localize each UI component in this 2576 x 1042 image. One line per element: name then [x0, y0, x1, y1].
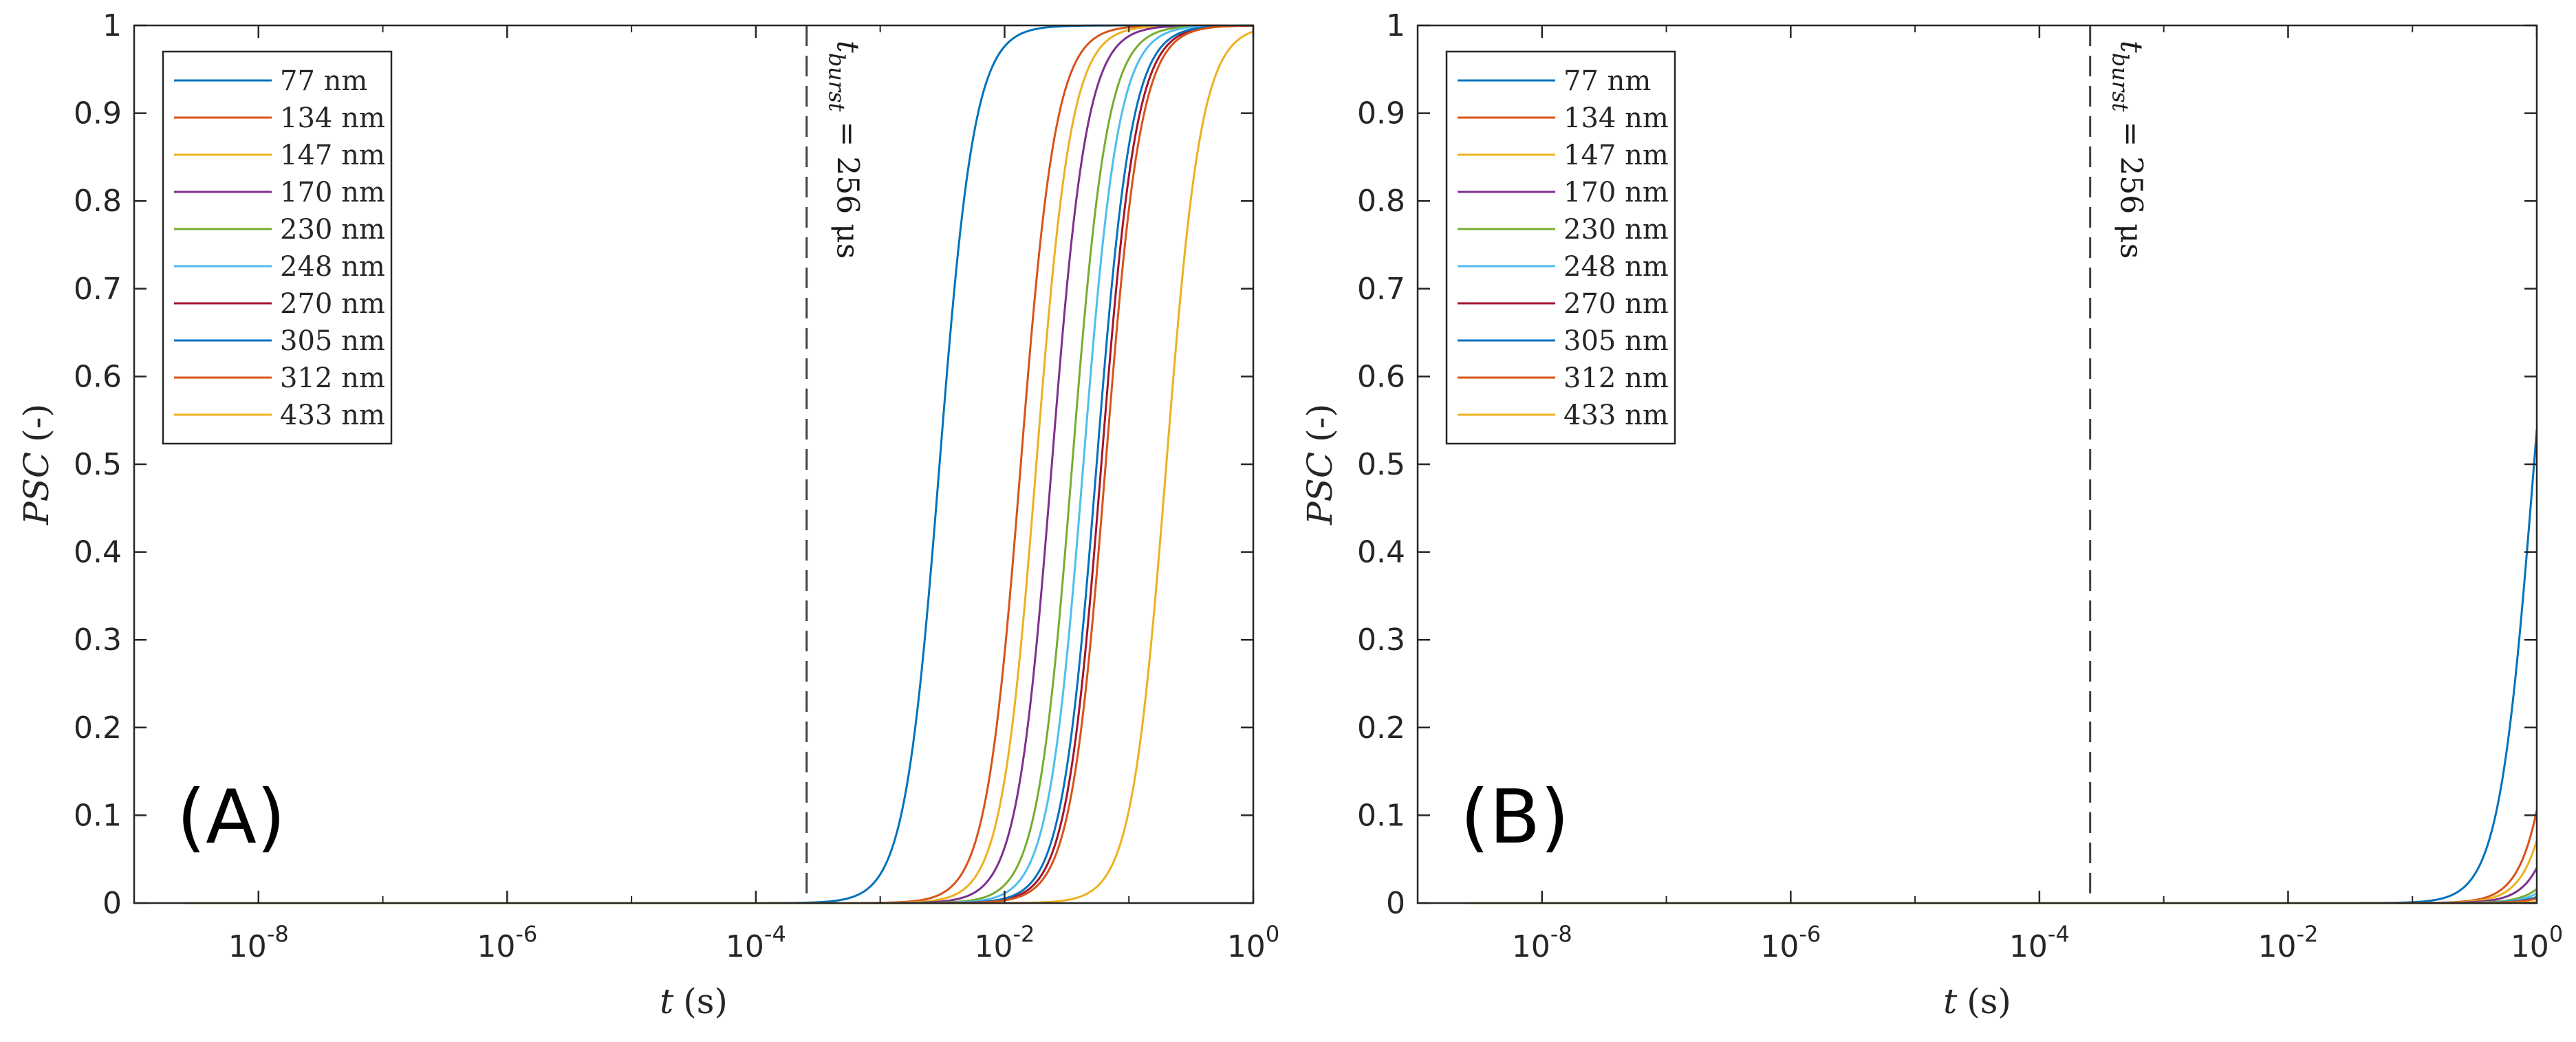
burst-annotation-sub: burst — [824, 53, 850, 112]
y-tick-label: 0.4 — [74, 535, 122, 570]
y-tick-label: 0.2 — [74, 710, 122, 746]
x-tick-label: 10-2 — [2258, 921, 2318, 964]
y-tick-label: 0.5 — [74, 447, 122, 482]
x-tick-base: 10 — [2009, 929, 2048, 964]
legend-label: 248 nm — [280, 251, 385, 283]
legend-label: 312 nm — [280, 362, 385, 394]
x-tick-base: 10 — [2258, 929, 2296, 964]
x-tick-exponent: -8 — [267, 921, 289, 947]
legend-label: 312 nm — [1563, 362, 1669, 394]
y-axis-var: PSC — [1300, 452, 1340, 525]
x-tick-label: 10-8 — [1512, 921, 1572, 964]
x-tick-exponent: -6 — [1799, 921, 1821, 947]
x-axis-var: t — [1943, 981, 1958, 1021]
x-tick-exponent: -6 — [515, 921, 537, 947]
y-tick-label: 0.5 — [1357, 447, 1405, 482]
x-axis-unit: (s) — [683, 981, 728, 1021]
x-tick-base: 10 — [1512, 929, 1550, 964]
burst-annotation-var: t — [2114, 41, 2149, 53]
y-axis-unit: (-) — [1300, 404, 1340, 442]
burst-annotation-sub: burst — [2108, 53, 2134, 112]
y-tick-label: 0.7 — [74, 272, 122, 307]
x-tick-label: 10-8 — [228, 921, 289, 964]
legend-label: 77 nm — [1563, 65, 1651, 97]
x-axis-var: t — [660, 981, 674, 1021]
legend-label: 134 nm — [280, 102, 385, 134]
legend-label: 270 nm — [1563, 288, 1669, 320]
x-tick-base: 10 — [974, 929, 1013, 964]
x-tick-label: 10-2 — [974, 921, 1035, 964]
x-axis-unit: (s) — [1967, 981, 2011, 1021]
x-axis-label: t (s) — [1943, 981, 2011, 1021]
x-tick-exponent: -4 — [764, 921, 786, 947]
legend-label: 134 nm — [1563, 102, 1669, 134]
y-tick-label: 1 — [1386, 8, 1405, 43]
legend-label: 77 nm — [280, 65, 367, 97]
x-tick-exponent: -2 — [1013, 921, 1035, 947]
x-tick-label: 10-6 — [1760, 921, 1821, 964]
legend-label: 433 nm — [1563, 400, 1669, 431]
y-tick-label: 0.9 — [74, 96, 122, 131]
burst-annotation-value: = 256 μs — [2114, 111, 2149, 259]
x-tick-exponent: 0 — [1266, 921, 1279, 947]
y-axis-label: PSC (-) — [17, 404, 56, 525]
y-tick-label: 0.2 — [1357, 710, 1405, 746]
y-axis-unit: (-) — [17, 404, 56, 442]
x-tick-base: 10 — [726, 929, 764, 964]
y-tick-label: 0.8 — [74, 184, 122, 219]
x-tick-exponent: -4 — [2048, 921, 2070, 947]
x-tick-base: 10 — [477, 929, 515, 964]
legend-label: 270 nm — [280, 288, 385, 320]
legend-label: 230 nm — [280, 214, 385, 246]
x-tick-exponent: -2 — [2296, 921, 2318, 947]
y-tick-label: 0.4 — [1357, 535, 1405, 570]
x-tick-label: 10-6 — [477, 921, 537, 964]
y-tick-label: 1 — [102, 8, 122, 43]
y-axis-label: PSC (-) — [1300, 404, 1340, 525]
x-axis-label: t (s) — [660, 981, 728, 1021]
x-tick-base: 10 — [228, 929, 267, 964]
y-tick-label: 0.9 — [1357, 96, 1405, 131]
y-tick-label: 0.1 — [74, 798, 122, 833]
legend-label: 305 nm — [280, 325, 385, 357]
legend-label: 147 nm — [280, 140, 385, 171]
legend-label: 230 nm — [1563, 214, 1669, 246]
x-tick-base: 10 — [1227, 929, 1266, 964]
legend-label: 147 nm — [1563, 140, 1669, 171]
legend-label: 433 nm — [280, 400, 385, 431]
y-tick-label: 0.8 — [1357, 184, 1405, 219]
legend-label: 170 nm — [1563, 177, 1669, 208]
x-tick-label: 10-4 — [2009, 921, 2070, 964]
burst-annotation: tburst = 256 μs — [824, 41, 865, 259]
y-tick-label: 0.3 — [1357, 622, 1405, 658]
legend-label: 170 nm — [280, 177, 385, 208]
x-tick-label: 10-4 — [726, 921, 786, 964]
burst-annotation-var: t — [830, 41, 865, 53]
panel-label: (A) — [177, 774, 285, 860]
panel-a: tburst = 256 μs00.10.20.30.40.50.60.70.8… — [17, 8, 1279, 1021]
legend-label: 305 nm — [1563, 325, 1669, 357]
panel-b: tburst = 256 μs00.10.20.30.40.50.60.70.8… — [1300, 8, 2563, 1021]
x-tick-label: 100 — [1227, 921, 1279, 964]
y-tick-label: 0.7 — [1357, 272, 1405, 307]
y-tick-label: 0.3 — [74, 622, 122, 658]
x-tick-exponent: 0 — [2549, 921, 2563, 947]
x-tick-base: 10 — [1760, 929, 1799, 964]
panel-label: (B) — [1460, 774, 1569, 860]
y-axis-var: PSC — [17, 452, 56, 525]
y-tick-label: 0.1 — [1357, 798, 1405, 833]
y-tick-label: 0.6 — [74, 359, 122, 394]
burst-annotation: tburst = 256 μs — [2108, 41, 2149, 259]
burst-annotation-value: = 256 μs — [830, 111, 865, 259]
x-tick-base: 10 — [2511, 929, 2549, 964]
y-tick-label: 0 — [102, 886, 122, 921]
x-tick-exponent: -8 — [1550, 921, 1572, 947]
y-tick-label: 0.6 — [1357, 359, 1405, 394]
y-tick-label: 0 — [1386, 886, 1405, 921]
x-tick-label: 100 — [2511, 921, 2563, 964]
legend-label: 248 nm — [1563, 251, 1669, 283]
